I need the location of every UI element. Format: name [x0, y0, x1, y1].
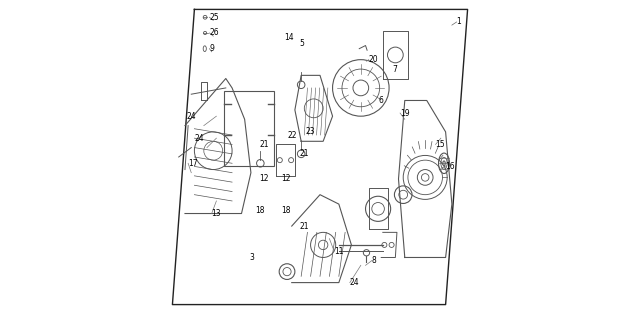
Text: 14: 14 — [284, 33, 294, 42]
Text: 11: 11 — [334, 247, 344, 256]
Bar — [224, 91, 275, 166]
Text: 13: 13 — [212, 209, 221, 218]
Text: 24: 24 — [350, 278, 360, 287]
Text: 21: 21 — [300, 149, 309, 158]
Text: 18: 18 — [255, 206, 265, 215]
Text: 8: 8 — [372, 256, 376, 265]
Text: 16: 16 — [445, 162, 455, 171]
Text: 25: 25 — [209, 13, 219, 22]
Text: 1: 1 — [456, 18, 461, 26]
Text: 6: 6 — [378, 96, 383, 105]
Text: 26: 26 — [209, 29, 219, 37]
Text: 24: 24 — [186, 112, 196, 121]
Text: 21: 21 — [300, 222, 309, 230]
Text: 12: 12 — [259, 175, 268, 183]
Text: 3: 3 — [250, 253, 254, 262]
Text: 9: 9 — [209, 44, 214, 53]
Text: 24: 24 — [195, 134, 204, 143]
Text: 20: 20 — [369, 55, 378, 64]
Text: 23: 23 — [306, 127, 316, 136]
Text: 18: 18 — [281, 206, 291, 215]
Text: 17: 17 — [188, 159, 198, 168]
Text: 22: 22 — [287, 131, 297, 139]
Text: 7: 7 — [392, 65, 397, 73]
Text: 5: 5 — [300, 40, 305, 48]
Text: 21: 21 — [260, 140, 269, 149]
Text: 15: 15 — [436, 140, 445, 149]
Ellipse shape — [443, 161, 445, 166]
Text: 19: 19 — [400, 109, 410, 117]
Text: 12: 12 — [281, 175, 291, 183]
